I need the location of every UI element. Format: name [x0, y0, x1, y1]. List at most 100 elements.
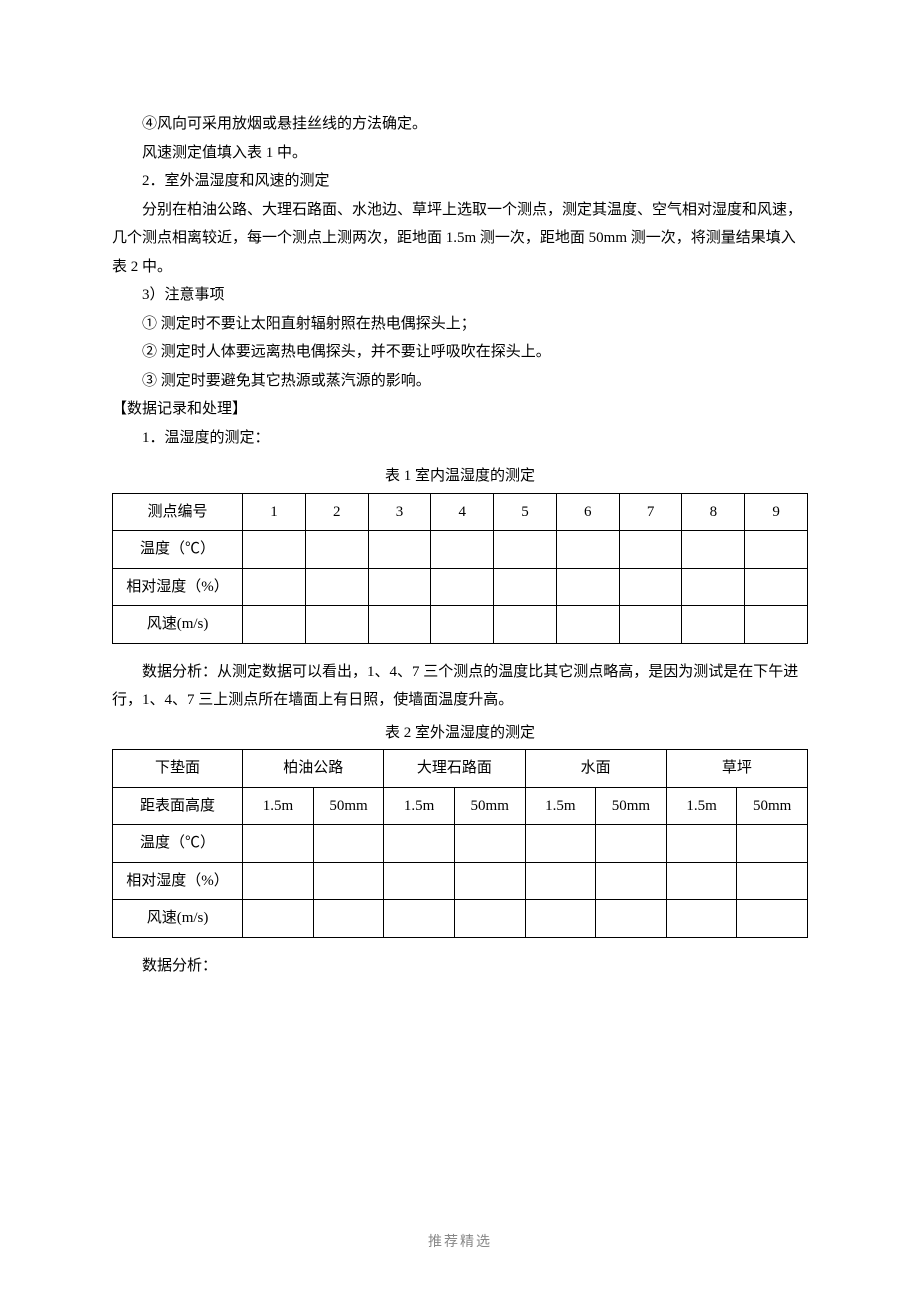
paragraph-fill-table1: 风速测定值填入表 1 中。 — [112, 139, 808, 168]
table-row: 距表面高度 1.5m 50mm 1.5m 50mm 1.5m 50mm 1.5m… — [113, 787, 808, 825]
cell-empty — [745, 531, 808, 569]
cell-empty — [737, 900, 808, 938]
cell-height: 1.5m — [243, 787, 314, 825]
cell-empty — [431, 531, 494, 569]
table2-title: 表 2 室外温湿度的测定 — [112, 719, 808, 748]
cell-empty — [454, 900, 525, 938]
cell-empty — [305, 531, 368, 569]
cell-empty — [619, 568, 682, 606]
cell-row-label: 相对湿度（%） — [113, 862, 243, 900]
cell-col-header: 1 — [243, 493, 306, 531]
cell-empty — [494, 568, 557, 606]
table-row: 温度（℃） — [113, 825, 808, 863]
cell-row-label: 测点编号 — [113, 493, 243, 531]
cell-empty — [525, 900, 596, 938]
cell-empty — [666, 862, 737, 900]
cell-empty — [313, 825, 384, 863]
cell-empty — [525, 862, 596, 900]
cell-header: 草坪 — [666, 750, 807, 788]
table-row: 下垫面 柏油公路 大理石路面 水面 草坪 — [113, 750, 808, 788]
cell-empty — [313, 900, 384, 938]
cell-height: 50mm — [313, 787, 384, 825]
cell-empty — [243, 825, 314, 863]
cell-empty — [682, 606, 745, 644]
table-row: 温度（℃） — [113, 531, 808, 569]
cell-empty — [619, 531, 682, 569]
cell-col-header: 2 — [305, 493, 368, 531]
note-item-1: ① 测定时不要让太阳直射辐射照在热电偶探头上； — [112, 310, 808, 339]
cell-empty — [305, 568, 368, 606]
cell-row-label: 距表面高度 — [113, 787, 243, 825]
cell-empty — [368, 568, 431, 606]
table-row: 相对湿度（%） — [113, 862, 808, 900]
paragraph-outdoor-desc: 分别在柏油公路、大理石路面、水池边、草坪上选取一个测点，测定其温度、空气相对湿度… — [112, 196, 808, 282]
heading-temp-humidity: 1．温湿度的测定： — [112, 424, 808, 453]
cell-empty — [666, 825, 737, 863]
document-page: ④风向可采用放烟或悬挂丝线的方法确定。 风速测定值填入表 1 中。 2．室外温湿… — [0, 0, 920, 1297]
cell-empty — [494, 606, 557, 644]
cell-height: 50mm — [454, 787, 525, 825]
cell-empty — [243, 531, 306, 569]
cell-empty — [745, 568, 808, 606]
cell-empty — [454, 862, 525, 900]
cell-empty — [384, 900, 455, 938]
footer-text: 推荐精选 — [112, 1230, 808, 1257]
cell-col-header: 3 — [368, 493, 431, 531]
cell-empty — [525, 825, 596, 863]
paragraph-analysis-1: 数据分析：从测定数据可以看出，1、4、7 三个测点的温度比其它测点略高，是因为测… — [112, 658, 808, 715]
cell-empty — [682, 568, 745, 606]
cell-empty — [556, 568, 619, 606]
cell-empty — [243, 606, 306, 644]
cell-empty — [431, 606, 494, 644]
cell-height: 1.5m — [384, 787, 455, 825]
cell-col-header: 9 — [745, 493, 808, 531]
cell-empty — [454, 825, 525, 863]
cell-empty — [666, 900, 737, 938]
cell-empty — [682, 531, 745, 569]
cell-empty — [494, 531, 557, 569]
cell-col-header: 7 — [619, 493, 682, 531]
cell-empty — [384, 825, 455, 863]
cell-header: 水面 — [525, 750, 666, 788]
cell-empty — [431, 568, 494, 606]
cell-empty — [745, 606, 808, 644]
cell-empty — [737, 825, 808, 863]
table1-indoor: 测点编号 1 2 3 4 5 6 7 8 9 温度（℃） 相对湿度（%） 风速(… — [112, 493, 808, 644]
heading-section-2: 2．室外温湿度和风速的测定 — [112, 167, 808, 196]
cell-col-header: 6 — [556, 493, 619, 531]
cell-empty — [596, 862, 667, 900]
cell-height: 1.5m — [525, 787, 596, 825]
cell-row-label: 温度（℃） — [113, 825, 243, 863]
cell-empty — [556, 606, 619, 644]
cell-header: 大理石路面 — [384, 750, 525, 788]
cell-header: 下垫面 — [113, 750, 243, 788]
cell-empty — [243, 900, 314, 938]
cell-row-label: 温度（℃） — [113, 531, 243, 569]
note-item-2: ② 测定时人体要远离热电偶探头，并不要让呼吸吹在探头上。 — [112, 338, 808, 367]
cell-col-header: 5 — [494, 493, 557, 531]
paragraph-item-4: ④风向可采用放烟或悬挂丝线的方法确定。 — [112, 110, 808, 139]
cell-empty — [556, 531, 619, 569]
cell-height: 50mm — [737, 787, 808, 825]
cell-height: 1.5m — [666, 787, 737, 825]
table-row: 风速(m/s) — [113, 900, 808, 938]
cell-empty — [368, 531, 431, 569]
cell-col-header: 4 — [431, 493, 494, 531]
heading-data-record: 【数据记录和处理】 — [112, 395, 808, 424]
cell-empty — [243, 862, 314, 900]
cell-height: 50mm — [596, 787, 667, 825]
cell-empty — [368, 606, 431, 644]
cell-empty — [305, 606, 368, 644]
cell-row-label: 相对湿度（%） — [113, 568, 243, 606]
cell-row-label: 风速(m/s) — [113, 900, 243, 938]
cell-empty — [737, 862, 808, 900]
table1-title: 表 1 室内温湿度的测定 — [112, 462, 808, 491]
cell-empty — [384, 862, 455, 900]
table-row: 相对湿度（%） — [113, 568, 808, 606]
cell-empty — [619, 606, 682, 644]
table2-outdoor: 下垫面 柏油公路 大理石路面 水面 草坪 距表面高度 1.5m 50mm 1.5… — [112, 749, 808, 938]
cell-empty — [596, 825, 667, 863]
note-item-3: ③ 测定时要避免其它热源或蒸汽源的影响。 — [112, 367, 808, 396]
table-row: 风速(m/s) — [113, 606, 808, 644]
cell-empty — [313, 862, 384, 900]
